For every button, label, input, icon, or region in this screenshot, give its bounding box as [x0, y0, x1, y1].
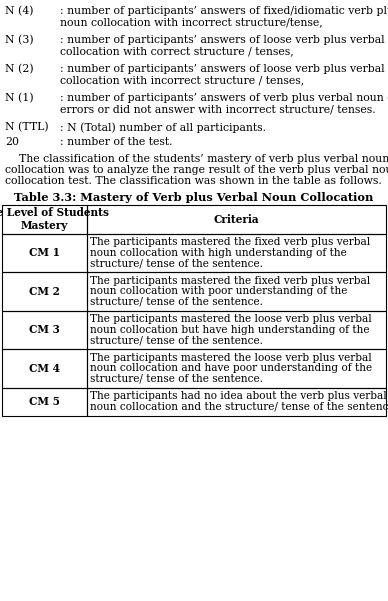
Text: : number of participants’ answers of loose verb plus verbal noun: : number of participants’ answers of loo…	[60, 64, 388, 74]
Text: noun collocation but have high understanding of the: noun collocation but have high understan…	[90, 325, 369, 335]
Text: The Level of Students
Mastery: The Level of Students Mastery	[0, 207, 108, 231]
Text: collocation was to analyze the range result of the verb plus verbal noun: collocation was to analyze the range res…	[5, 165, 388, 175]
Text: errors or did not answer with incorrect structure/ tenses.: errors or did not answer with incorrect …	[60, 104, 376, 114]
Bar	[87, 272, 386, 311]
Text: CM 5: CM 5	[29, 396, 60, 407]
Text: N (4): N (4)	[5, 6, 33, 16]
Text: CM 4: CM 4	[29, 363, 60, 374]
Bar	[87, 234, 386, 272]
Text: N (TTL): N (TTL)	[5, 122, 48, 132]
Text: The classification of the students’ mastery of verb plus verbal noun: The classification of the students’ mast…	[5, 154, 388, 164]
Text: noun collocation and have poor understanding of the: noun collocation and have poor understan…	[90, 363, 372, 373]
Text: structure/ tense of the sentence.: structure/ tense of the sentence.	[90, 374, 263, 383]
Text: : number of participants’ answers of fixed/idiomatic verb plus verbal: : number of participants’ answers of fix…	[60, 6, 388, 16]
Bar	[87, 205, 386, 234]
Text: collocation with correct structure / tenses,: collocation with correct structure / ten…	[60, 46, 294, 56]
Text: noun collocation with poor understanding of the: noun collocation with poor understanding…	[90, 286, 347, 296]
Text: structure/ tense of the sentence.: structure/ tense of the sentence.	[90, 258, 263, 268]
Text: : number of participants’ answers of loose verb plus verbal noun: : number of participants’ answers of loo…	[60, 35, 388, 45]
Bar	[87, 388, 386, 415]
Text: : number of the test.: : number of the test.	[60, 137, 173, 147]
Text: The participants mastered the loose verb plus verbal: The participants mastered the loose verb…	[90, 353, 372, 362]
Text: collocation with incorrect structure / tenses,: collocation with incorrect structure / t…	[60, 75, 304, 85]
Bar	[2, 272, 87, 311]
Text: The participants mastered the fixed verb plus verbal: The participants mastered the fixed verb…	[90, 276, 370, 285]
Text: N (3): N (3)	[5, 35, 34, 45]
Text: structure/ tense of the sentence.: structure/ tense of the sentence.	[90, 297, 263, 307]
Text: Criteria: Criteria	[214, 214, 259, 225]
Text: The participants mastered the fixed verb plus verbal: The participants mastered the fixed verb…	[90, 237, 370, 247]
Bar	[2, 205, 87, 234]
Text: N (1): N (1)	[5, 93, 34, 103]
Text: structure/ tense of the sentence.: structure/ tense of the sentence.	[90, 335, 263, 345]
Text: noun collocation with incorrect structure/tense,: noun collocation with incorrect structur…	[60, 17, 323, 27]
Text: collocation test. The classification was shown in the table as follows.: collocation test. The classification was…	[5, 176, 382, 186]
Bar	[2, 388, 87, 415]
Text: CM 3: CM 3	[29, 325, 60, 335]
Bar	[87, 349, 386, 388]
Text: noun collocation with high understanding of the: noun collocation with high understanding…	[90, 248, 347, 258]
Text: The participants had no idea about the verb plus verbal: The participants had no idea about the v…	[90, 391, 387, 401]
Text: N (2): N (2)	[5, 64, 34, 75]
Bar	[2, 311, 87, 349]
Text: noun collocation and the structure/ tense of the sentence.: noun collocation and the structure/ tens…	[90, 401, 388, 412]
Text: CM 1: CM 1	[29, 248, 60, 258]
Text: The participants mastered the loose verb plus verbal: The participants mastered the loose verb…	[90, 314, 372, 324]
Text: 20: 20	[5, 137, 19, 147]
Text: Table 3.3: Mastery of Verb plus Verbal Noun Collocation: Table 3.3: Mastery of Verb plus Verbal N…	[14, 192, 374, 203]
Bar	[87, 311, 386, 349]
Text: CM 2: CM 2	[29, 286, 60, 297]
Text: : number of participants’ answers of verb plus verbal noun collocation: : number of participants’ answers of ver…	[60, 93, 388, 103]
Bar	[2, 234, 87, 272]
Text: : N (Total) number of all participants.: : N (Total) number of all participants.	[60, 122, 266, 133]
Bar	[2, 349, 87, 388]
